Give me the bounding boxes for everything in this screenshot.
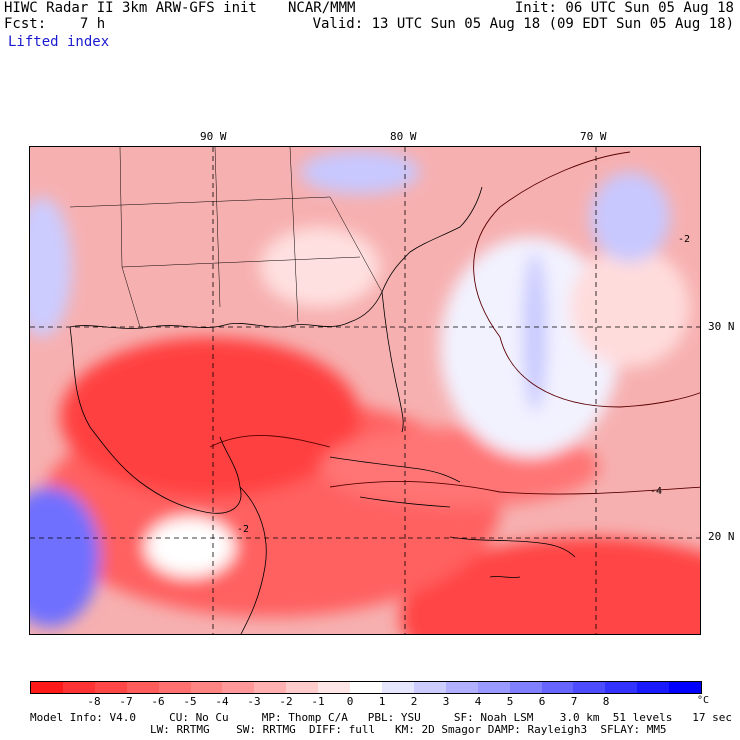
header-left: HIWC Radar II 3km ARW-GFS init Fcst: 7 h bbox=[4, 0, 257, 32]
colorbar-swatch bbox=[31, 682, 63, 693]
colorbar-swatch bbox=[445, 682, 478, 693]
colorbar-swatch bbox=[477, 682, 510, 693]
coastlines bbox=[69, 186, 576, 634]
field-name: Lifted index bbox=[8, 34, 110, 50]
colorbar-swatch bbox=[350, 682, 382, 693]
colorbar-tick-label: -6 bbox=[151, 695, 165, 708]
lon-label-90w: 90 W bbox=[200, 130, 227, 143]
init-time: Init: 06 UTC Sun 05 Aug 18 bbox=[514, 0, 734, 16]
colorbar-swatch bbox=[222, 682, 255, 693]
colorbar-swatch bbox=[62, 682, 95, 693]
colorbar-swatch bbox=[254, 682, 287, 693]
lifted-index-map: -2 -2 -4 bbox=[29, 146, 701, 635]
contour-label-1: -2 bbox=[678, 234, 690, 245]
colorbar-swatch bbox=[286, 682, 319, 693]
colorbar-tick-label: -2 bbox=[279, 695, 293, 708]
colorbar-tick-label: -7 bbox=[119, 695, 133, 708]
model-info-line2: LW: RRTMG SW: RRTMG DIFF: full KM: 2D Sm… bbox=[150, 723, 667, 736]
state-borders bbox=[69, 147, 383, 328]
colorbar-swatch bbox=[573, 682, 606, 693]
colorbar-tick-label: 8 bbox=[602, 695, 610, 708]
colorbar-swatch bbox=[669, 682, 702, 693]
colorbar-tick-label: 1 bbox=[378, 695, 386, 708]
li-contours bbox=[209, 151, 700, 495]
colorbar-swatch bbox=[541, 682, 574, 693]
colorbar-swatch bbox=[509, 682, 542, 693]
lon-label-80w: 80 W bbox=[390, 130, 417, 143]
colorbar-swatch bbox=[637, 682, 670, 693]
graticule bbox=[30, 147, 700, 634]
colorbar-tick-label: -8 bbox=[87, 695, 101, 708]
colorbar-tick-label: 7 bbox=[570, 695, 578, 708]
colorbar-ticks: -8 -7 -6 -5 -4 -3 -2 -1 0 1 2 3 4 5 6 7 8 bbox=[30, 695, 702, 708]
colorbar-tick-label: 2 bbox=[410, 695, 418, 708]
colorbar-swatch bbox=[318, 682, 351, 693]
colorbar-tick-label: -1 bbox=[311, 695, 325, 708]
model-title: HIWC Radar II 3km ARW-GFS init bbox=[4, 0, 257, 16]
contour-label-3: -4 bbox=[650, 486, 662, 497]
colorbar-swatch bbox=[190, 682, 223, 693]
forecast-hour: Fcst: 7 h bbox=[4, 16, 106, 32]
colorbar-swatch bbox=[381, 682, 414, 693]
colorbar bbox=[30, 681, 702, 694]
colorbar-swatch bbox=[605, 682, 638, 693]
colorbar-swatch bbox=[126, 682, 159, 693]
colorbar-tick-label: -3 bbox=[247, 695, 261, 708]
colorbar-unit: °C bbox=[697, 695, 710, 706]
header-right: Init: 06 UTC Sun 05 Aug 18 Valid: 13 UTC… bbox=[313, 0, 734, 32]
model-info-line1: Model Info: V4.0 CU: No Cu MP: Thomp C/A… bbox=[30, 711, 732, 724]
colorbar-tick-label: -5 bbox=[183, 695, 197, 708]
colorbar-tick-label: 4 bbox=[474, 695, 482, 708]
map-svg: -2 -2 -4 bbox=[30, 147, 700, 634]
colorbar-tick-label: 5 bbox=[506, 695, 514, 708]
contour-label-2: -2 bbox=[237, 524, 249, 535]
lat-label-20n: 20 N bbox=[708, 530, 735, 543]
colorbar-tick-label: 3 bbox=[442, 695, 450, 708]
lat-label-30n: 30 N bbox=[708, 320, 735, 333]
colorbar-tick-label: -4 bbox=[215, 695, 229, 708]
colorbar-swatch bbox=[158, 682, 191, 693]
colorbar-tick-label: 6 bbox=[538, 695, 546, 708]
lon-label-70w: 70 W bbox=[580, 130, 607, 143]
org-label: NCAR/MMM bbox=[288, 0, 356, 16]
colorbar-swatch bbox=[94, 682, 127, 693]
colorbar-tick-label: 0 bbox=[346, 695, 354, 708]
colorbar-swatch bbox=[413, 682, 446, 693]
valid-time: Valid: 13 UTC Sun 05 Aug 18 (09 EDT Sun … bbox=[312, 16, 734, 32]
